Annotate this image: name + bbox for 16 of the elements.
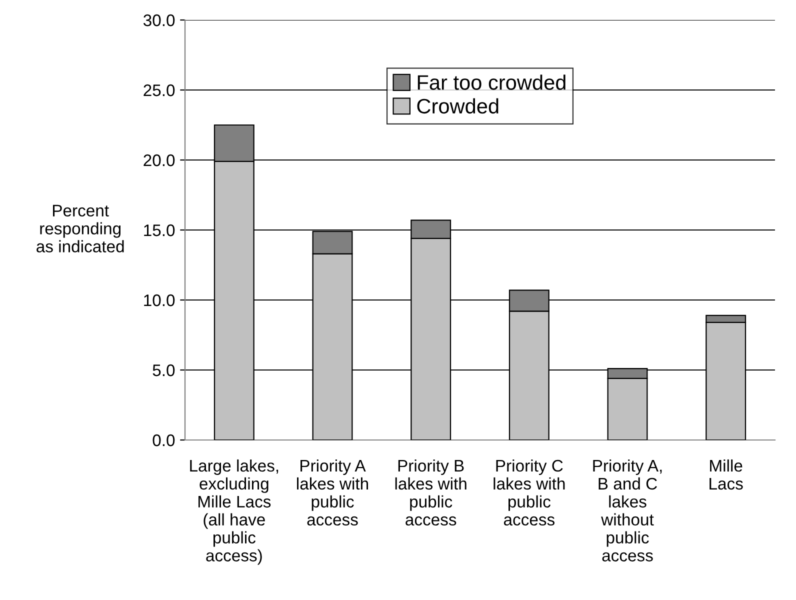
legend-label: Far too crowded (418, 74, 566, 90)
y-tick-label: 20.0 (144, 154, 175, 166)
x-tick-label: Priority B lakes with public access (395, 459, 466, 526)
y-tick-label: 5.0 (152, 364, 175, 376)
y-axis-title: Percent responding as indicated (36, 204, 124, 252)
y-tick-label: 30.0 (143, 14, 175, 26)
y-tick-label: 25.0 (144, 84, 175, 96)
y-tick-label: 10.0 (144, 294, 175, 306)
x-tick-label: Priority A lakes with public access (297, 459, 368, 526)
legend-label: Crowded (417, 98, 498, 114)
x-tick-label: Priority C lakes with public access (494, 459, 565, 526)
x-tick-label: Priority A, B and C lakes without public access (593, 459, 662, 562)
y-tick-label: 15.0 (144, 224, 175, 236)
x-tick-label: Large lakes, excluding Mille Lacs (all have public access) (190, 459, 278, 565)
x-tick-label: Mille Lacs (710, 459, 743, 490)
y-tick-label: 0.0 (152, 434, 175, 446)
